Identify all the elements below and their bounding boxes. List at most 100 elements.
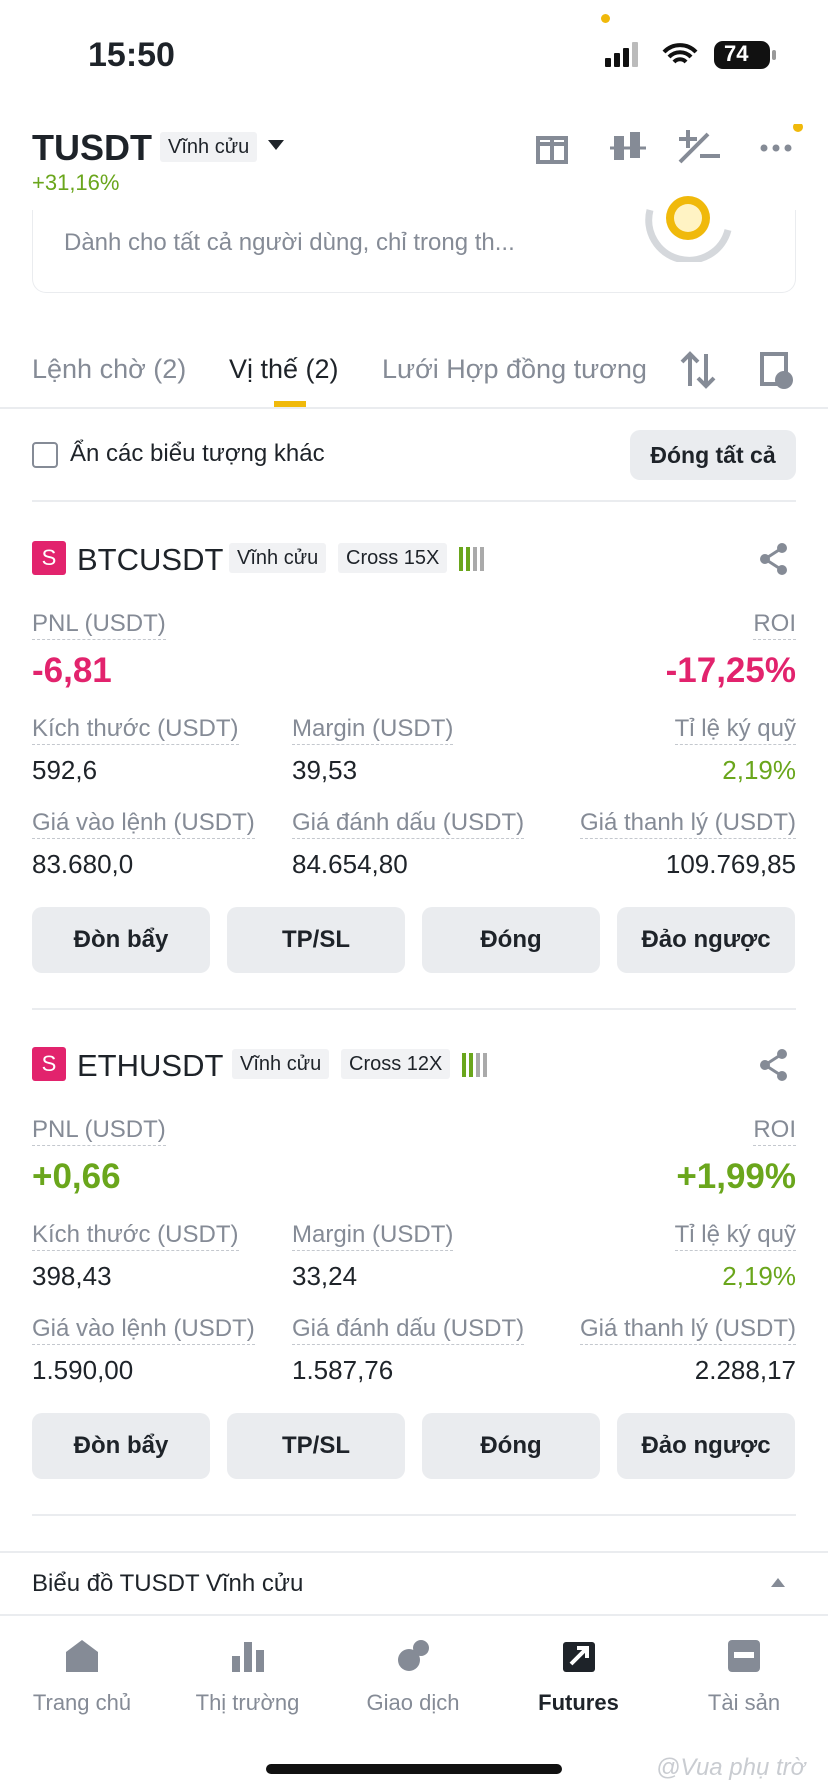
contract-chip: Vĩnh cửu xyxy=(160,132,258,162)
field-label: Margin (USDT) xyxy=(292,1223,454,1251)
share-icon-svg xyxy=(760,1049,787,1081)
action-button[interactable]: Đảo ngược xyxy=(617,907,795,973)
close-all-button[interactable]: Đóng tất cả xyxy=(630,430,796,480)
field-value: 2,19% xyxy=(722,755,796,785)
tab[interactable]: Lưới Hợp đồng tương xyxy=(382,354,647,384)
checkbox-label[interactable]: Ẩn các biểu tượng khác xyxy=(70,440,325,467)
share-icon xyxy=(757,1048,791,1086)
nav-icon xyxy=(724,1636,764,1680)
field-value: 592,6 xyxy=(32,755,98,785)
contract-chip: Vĩnh cửu xyxy=(229,543,327,573)
action-button[interactable]: Đòn bẩy xyxy=(32,907,210,973)
symbol[interactable]: TUSDT xyxy=(32,127,152,168)
roi-value: +1,99% xyxy=(676,1157,796,1196)
nav-label[interactable]: Tài sản xyxy=(707,1690,781,1715)
tab-tools[interactable] xyxy=(680,350,820,390)
position-symbol[interactable]: ETHUSDT xyxy=(77,1048,224,1083)
action-button[interactable]: TP/SL xyxy=(227,1413,405,1479)
field-value: 39,53 xyxy=(292,755,358,785)
pnl-value: +0,66 xyxy=(32,1157,121,1196)
roi-label: ROI xyxy=(753,612,796,640)
action-button[interactable]: TP/SL xyxy=(227,907,405,973)
field-label: Kích thước (USDT) xyxy=(32,1223,239,1251)
strength-icon xyxy=(460,1051,490,1083)
status-icons xyxy=(605,41,776,69)
field-label: Giá đánh dấu (USDT) xyxy=(292,1317,525,1345)
field-value: 2,19% xyxy=(722,1261,796,1291)
side-badge: S xyxy=(32,1047,66,1081)
side-badge: S xyxy=(32,541,66,575)
field-value: 398,43 xyxy=(32,1261,112,1291)
roi-label: ROI xyxy=(753,1118,796,1146)
action-button[interactable]: Đóng xyxy=(422,907,600,973)
action-button[interactable]: Đóng xyxy=(422,1413,600,1479)
field-value: 109.769,85 xyxy=(665,849,796,879)
action-button[interactable]: Đòn bẩy xyxy=(32,1413,210,1479)
tab-underline xyxy=(274,401,306,407)
field-value: 33,24 xyxy=(292,1261,358,1291)
pnl-label: PNL (USDT) xyxy=(32,612,166,640)
nav-label[interactable]: Thị trường xyxy=(195,1690,300,1715)
strength-icon xyxy=(457,545,487,577)
divider xyxy=(32,1008,796,1010)
header-actions[interactable] xyxy=(530,124,810,168)
tab[interactable]: Vị thế (2) xyxy=(229,354,339,384)
strength-icon-svg xyxy=(459,547,484,571)
nav-icon xyxy=(62,1636,102,1680)
field-value: 83.680,0 xyxy=(32,849,134,879)
divider xyxy=(0,407,828,409)
banner[interactable] xyxy=(32,210,796,293)
battery-level: 74 xyxy=(724,41,749,66)
banner-subtitle: Dành cho tất cả người dùng, chỉ trong th… xyxy=(64,229,515,256)
field-label: Giá đánh dấu (USDT) xyxy=(292,811,525,839)
field-label: Tỉ lệ ký quỹ xyxy=(674,717,796,745)
field-label: Giá thanh lý (USDT) xyxy=(579,811,796,839)
field-label: Giá vào lệnh (USDT) xyxy=(32,811,255,839)
field-value: 1.590,00 xyxy=(32,1355,134,1385)
share-icon-svg xyxy=(760,543,787,575)
watermark: @Vua phụ trờ xyxy=(656,1754,806,1781)
nav-label[interactable]: Giao dịch xyxy=(366,1690,460,1715)
action-button[interactable]: Đảo ngược xyxy=(617,1413,795,1479)
contract-chip: Vĩnh cửu xyxy=(232,1049,330,1079)
chart-bar[interactable]: Biểu đồ TUSDT Vĩnh cửu xyxy=(32,1570,304,1597)
field-label: Tỉ lệ ký quỹ xyxy=(674,1223,796,1251)
nav-icon-svg xyxy=(66,1640,98,1672)
nav-icon-svg xyxy=(728,1640,760,1672)
field-value: 1.587,76 xyxy=(292,1355,394,1385)
divider xyxy=(32,500,796,502)
banner-icon xyxy=(645,196,732,262)
nav-icon xyxy=(559,1636,599,1680)
dropdown[interactable] xyxy=(266,138,286,152)
nav-icon-svg xyxy=(562,1642,595,1672)
divider xyxy=(0,1551,828,1553)
home-indicator xyxy=(266,1764,562,1774)
chart-bar-arrow[interactable] xyxy=(770,1576,786,1588)
divider xyxy=(0,1614,828,1616)
roi-value: -17,25% xyxy=(665,651,796,690)
field-label: Margin (USDT) xyxy=(292,717,454,745)
nav-icon xyxy=(228,1636,268,1680)
nav-icon-svg xyxy=(398,1640,429,1671)
change: +31,16% xyxy=(32,170,120,195)
divider xyxy=(32,1514,796,1516)
tab[interactable]: Lệnh chờ (2) xyxy=(32,354,187,384)
field-label: Giá vào lệnh (USDT) xyxy=(32,1317,255,1345)
nav-icon-svg xyxy=(231,1642,264,1672)
nav-label[interactable]: Futures xyxy=(538,1690,619,1715)
margin-chip: Cross 12X xyxy=(341,1049,451,1079)
share-icon xyxy=(757,542,791,580)
position-symbol[interactable]: BTCUSDT xyxy=(77,542,224,577)
field-value: 2.288,17 xyxy=(694,1355,796,1385)
indicator-dot xyxy=(601,14,610,23)
margin-chip: Cross 15X xyxy=(338,543,448,573)
nav-label[interactable]: Trang chủ xyxy=(32,1690,132,1715)
checkbox[interactable] xyxy=(32,442,58,468)
pnl-value: -6,81 xyxy=(32,651,112,690)
field-value: 84.654,80 xyxy=(292,849,408,879)
nav-icon xyxy=(393,1636,433,1680)
status-time: 15:50 xyxy=(88,36,175,74)
strength-icon-svg xyxy=(462,1053,487,1077)
pnl-label: PNL (USDT) xyxy=(32,1118,166,1146)
